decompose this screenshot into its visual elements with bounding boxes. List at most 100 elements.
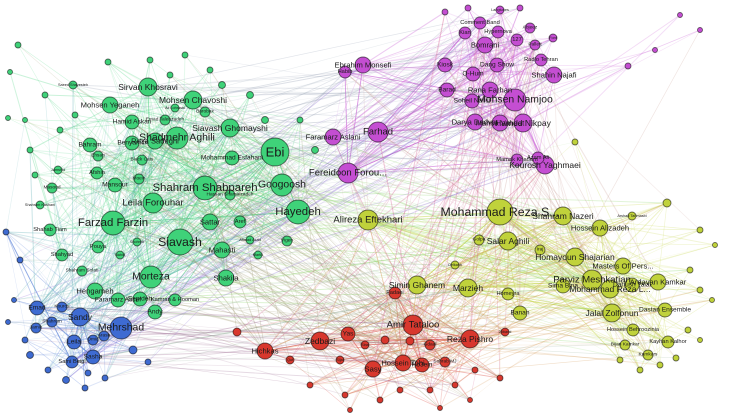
graph-node[interactable]: Mahasti <box>213 241 231 259</box>
graph-node[interactable] <box>341 391 349 399</box>
graph-node[interactable]: Sattar <box>201 213 219 231</box>
graph-node[interactable]: Azam Ali <box>531 151 545 165</box>
graph-node[interactable]: Yas <box>340 326 356 342</box>
graph-node[interactable]: Kiosk <box>437 57 453 73</box>
graph-node[interactable] <box>709 297 715 303</box>
graph-node[interactable]: Marzieh <box>458 278 478 298</box>
graph-node[interactable]: Leila <box>66 334 82 350</box>
graph-node[interactable] <box>496 374 504 382</box>
graph-node[interactable]: Mohammad Reza S... <box>486 198 514 226</box>
graph-node[interactable]: Mohsen Chavoshi <box>183 90 203 110</box>
graph-node[interactable] <box>71 111 79 119</box>
graph-node[interactable]: Afshin <box>90 166 104 180</box>
graph-node[interactable]: Habib <box>338 65 352 79</box>
graph-node[interactable]: Shadmehr Aghili <box>165 126 189 150</box>
graph-node[interactable] <box>636 366 644 374</box>
graph-node[interactable]: Shahin Najafi <box>545 66 563 84</box>
graph-node[interactable]: Dastan Ensemble <box>657 302 673 318</box>
graph-node[interactable] <box>11 297 17 303</box>
graph-node[interactable] <box>571 138 579 146</box>
graph-node[interactable] <box>31 171 39 179</box>
graph-node[interactable] <box>206 66 214 74</box>
graph-node[interactable]: Kayhan Kalhor <box>661 335 675 349</box>
graph-node[interactable] <box>218 81 226 89</box>
graph-node[interactable] <box>662 198 672 208</box>
graph-node[interactable]: Ardavan Kamkar <box>649 273 667 291</box>
graph-node[interactable]: Mohsen Namjoo <box>503 88 527 112</box>
graph-node[interactable] <box>7 69 13 75</box>
graph-node[interactable] <box>697 27 703 33</box>
graph-node[interactable] <box>516 4 524 12</box>
graph-node[interactable] <box>232 327 242 337</box>
graph-node[interactable]: Sepideh <box>132 291 148 307</box>
graph-node[interactable]: Sami Beigi <box>65 355 79 369</box>
graph-node[interactable]: Shahram Nazeri <box>553 206 573 226</box>
graph-node[interactable]: Hayedeh <box>285 199 311 225</box>
graph-node[interactable] <box>144 358 152 366</box>
graph-node[interactable]: Abjeez <box>524 22 536 34</box>
graph-node[interactable]: Barobax <box>199 106 211 118</box>
graph-node[interactable]: Quf <box>285 355 295 365</box>
graph-node[interactable]: Golpa <box>473 234 485 246</box>
graph-node[interactable]: Hossein Tohi <box>394 354 412 372</box>
graph-node[interactable]: Simin Ghanem <box>407 275 427 295</box>
graph-node[interactable] <box>451 381 459 389</box>
graph-node[interactable] <box>62 376 70 384</box>
graph-node[interactable] <box>437 405 443 411</box>
graph-node[interactable] <box>101 374 109 382</box>
graph-node[interactable]: Mahsa Vahdat <box>491 114 509 132</box>
graph-node[interactable]: Delkash <box>450 260 460 270</box>
graph-node[interactable]: Emad Talebzadeh <box>159 114 171 126</box>
graph-node[interactable] <box>656 361 664 369</box>
graph-node[interactable]: Shahyad <box>55 248 69 262</box>
graph-node[interactable]: Fadaei <box>388 286 402 300</box>
graph-node[interactable]: Shahrum <box>46 316 58 328</box>
graph-node[interactable]: Hossein Alizadeh <box>591 219 609 237</box>
graph-node[interactable]: Darya Dadvar <box>466 113 484 131</box>
graph-node[interactable]: Benyamin <box>124 135 140 151</box>
graph-node[interactable]: Morteza <box>139 265 163 289</box>
graph-node[interactable] <box>26 351 34 359</box>
graph-node[interactable] <box>44 366 52 374</box>
graph-node[interactable]: Fereidoon Forou... <box>337 162 359 184</box>
graph-node[interactable]: Mamak Khadem <box>510 153 524 167</box>
graph-node[interactable]: Hamed Nikpay <box>513 113 533 133</box>
graph-node[interactable]: Googoosh <box>270 173 294 197</box>
graph-node[interactable]: Siavash <box>166 228 194 256</box>
graph-node[interactable]: Leila Forouhar <box>142 192 164 214</box>
graph-node[interactable]: Nahid <box>115 250 125 260</box>
graph-node[interactable] <box>441 8 449 16</box>
graph-node[interactable]: Sijal <box>335 355 345 365</box>
graph-node[interactable]: Parviz Meshkatian <box>581 269 603 291</box>
graph-node[interactable] <box>696 226 704 234</box>
graph-node[interactable]: Shahram Solati <box>76 265 88 277</box>
graph-node[interactable]: Dang Show <box>489 57 505 73</box>
graph-node[interactable]: Ho3ein <box>414 357 430 373</box>
graph-node[interactable]: Mohsen Yeganeh <box>101 96 119 114</box>
graph-node[interactable]: Radio Tehran <box>534 53 548 67</box>
graph-node[interactable] <box>696 286 704 294</box>
graph-node[interactable]: Martik <box>253 250 263 260</box>
graph-node[interactable]: Faramarz Aslani <box>324 128 342 146</box>
graph-node[interactable]: Shohreh <box>132 237 142 247</box>
graph-node[interactable] <box>405 336 415 346</box>
graph-node[interactable]: Sandy <box>70 307 90 327</box>
graph-node[interactable]: Comment Band <box>473 16 487 30</box>
graph-node[interactable] <box>347 407 353 413</box>
graph-node[interactable]: Bomrani <box>476 36 494 54</box>
graph-node[interactable] <box>14 41 22 49</box>
graph-node[interactable] <box>677 12 683 18</box>
graph-node[interactable]: Iraj <box>534 244 546 256</box>
graph-node[interactable]: Hassan Shamaizadeh <box>224 189 236 201</box>
graph-node[interactable]: Gdaal <box>424 339 436 351</box>
graph-node[interactable]: Farzad Farzin <box>100 210 126 236</box>
graph-node[interactable] <box>181 51 189 59</box>
graph-node[interactable]: Zedbazi <box>310 331 330 351</box>
graph-node[interactable]: Farhad <box>367 121 389 143</box>
graph-node[interactable]: Faramarz Assef <box>110 292 126 308</box>
graph-node[interactable] <box>306 381 314 389</box>
graph-node[interactable] <box>166 71 174 79</box>
graph-node[interactable] <box>697 337 703 343</box>
